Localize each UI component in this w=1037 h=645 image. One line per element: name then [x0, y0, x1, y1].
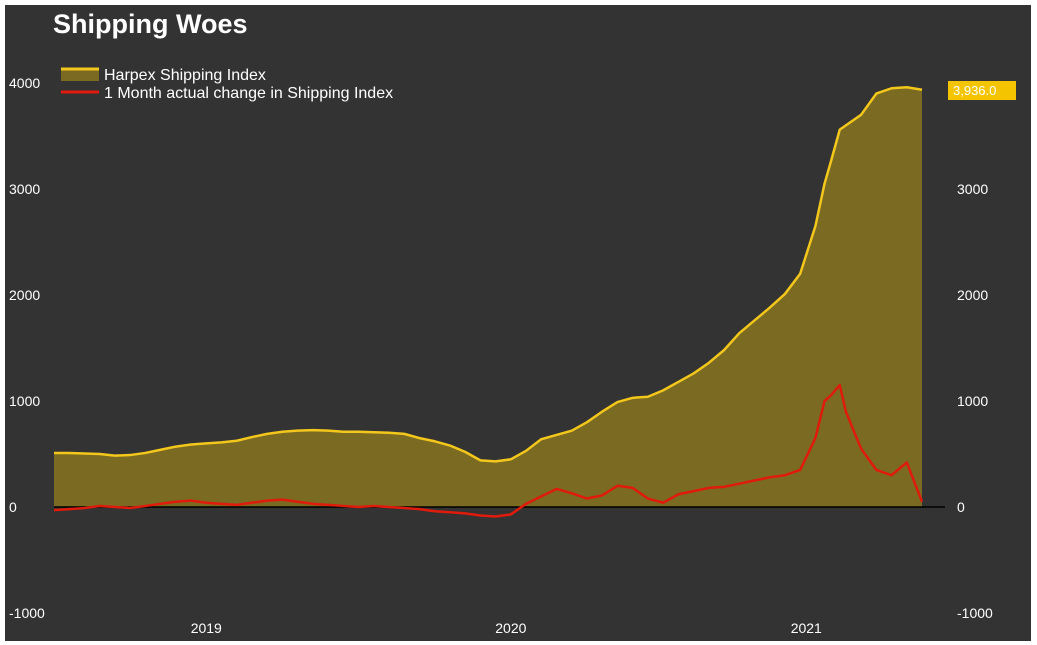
harpex-area: [54, 87, 922, 508]
harpex-line: [54, 85, 923, 463]
area-layer: [54, 85, 923, 508]
y-tick-right: 0: [957, 499, 965, 515]
chart-frame: Shipping Woes 4000 3000 2000 1000 0 -1000 300…: [5, 5, 1031, 641]
y-axis-left: 4000 3000 2000 1000 0 -1000: [9, 75, 45, 621]
x-axis: 2019 2020 2021: [191, 620, 822, 636]
y-tick-right: -1000: [957, 605, 993, 621]
legend-swatch-harpex: [61, 69, 99, 81]
change-line: [53, 383, 924, 518]
line-layer: [53, 383, 924, 518]
last-value-label: 3,936.0: [953, 83, 996, 98]
y-tick-right: 1000: [957, 393, 988, 409]
y-axis-right: 3000 2000 1000 0 -1000: [957, 181, 993, 621]
legend-label-change: 1 Month actual change in Shipping Index: [104, 85, 393, 102]
last-value-badge: 3,936.0: [948, 81, 1016, 100]
chart-title: Shipping Woes: [53, 9, 248, 39]
y-tick-left: 3000: [9, 181, 40, 197]
y-tick-left: -1000: [9, 605, 45, 621]
y-tick-right: 3000: [957, 181, 988, 197]
x-tick: 2021: [791, 620, 822, 636]
legend-label-harpex: Harpex Shipping Index: [104, 67, 266, 84]
legend: Harpex Shipping Index 1 Month actual cha…: [61, 67, 393, 102]
y-tick-right: 2000: [957, 287, 988, 303]
x-tick: 2019: [191, 620, 222, 636]
y-tick-left: 2000: [9, 287, 40, 303]
y-tick-left: 4000: [9, 75, 40, 91]
last-value-badge-bg: [948, 81, 1016, 100]
y-tick-left: 0: [9, 499, 17, 515]
x-tick: 2020: [495, 620, 526, 636]
shipping-chart: Shipping Woes 4000 3000 2000 1000 0 -1000 300…: [5, 5, 1031, 641]
y-tick-left: 1000: [9, 393, 40, 409]
